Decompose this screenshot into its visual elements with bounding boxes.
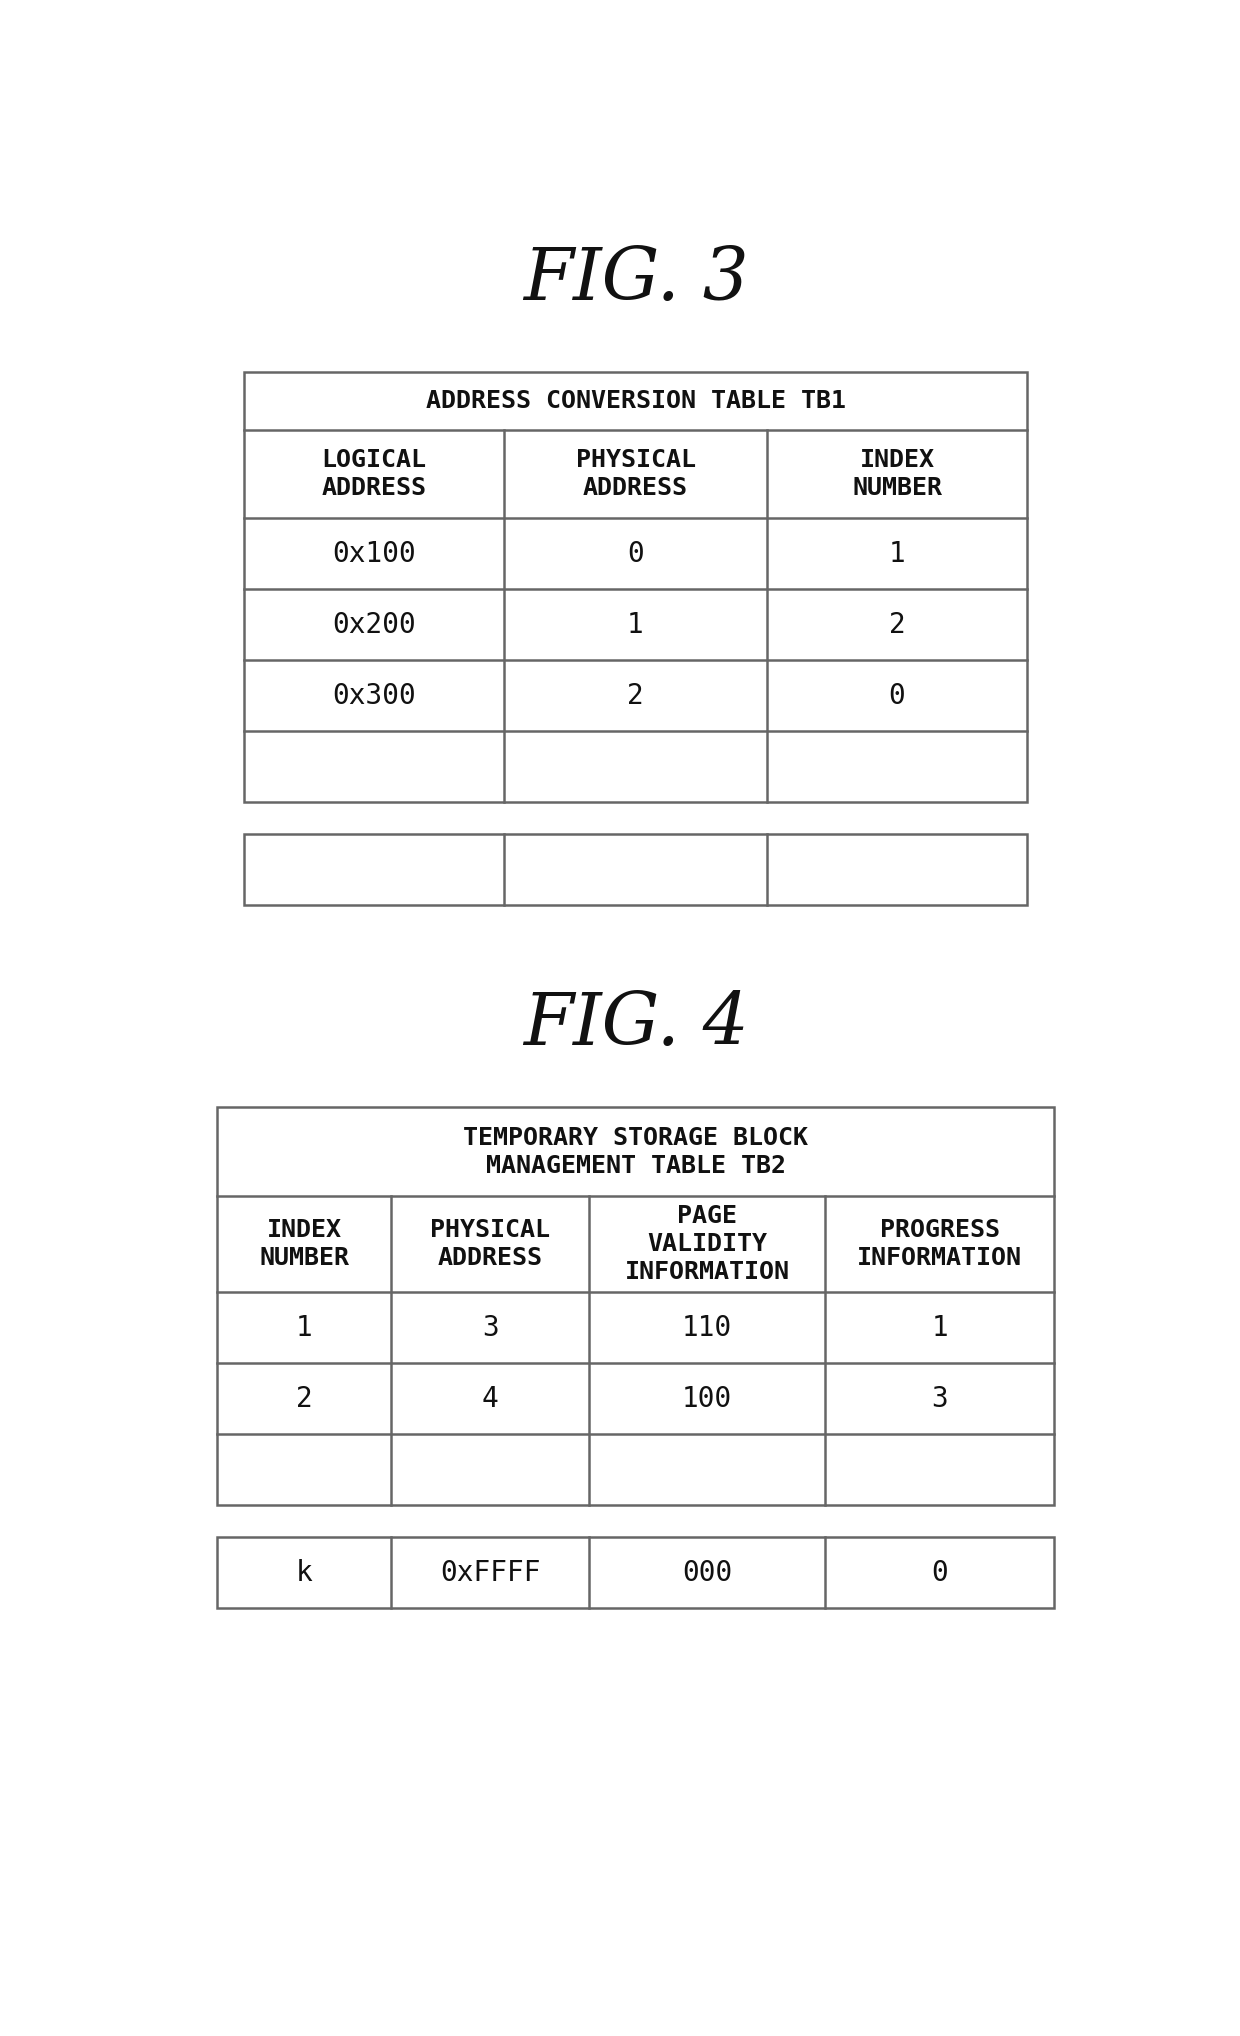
Text: 1: 1 (931, 1313, 949, 1342)
Text: TEMPORARY STORAGE BLOCK
MANAGEMENT TABLE TB2: TEMPORARY STORAGE BLOCK MANAGEMENT TABLE… (463, 1126, 808, 1177)
Text: k: k (296, 1560, 312, 1586)
Text: 100: 100 (682, 1384, 733, 1413)
Text: 0: 0 (627, 540, 644, 568)
Text: PHYSICAL
ADDRESS: PHYSICAL ADDRESS (430, 1218, 551, 1270)
Text: 1: 1 (889, 540, 905, 568)
Text: 0: 0 (931, 1560, 949, 1586)
Text: FIG. 4: FIG. 4 (522, 989, 749, 1061)
Bar (217, 1537, 1054, 1608)
Text: 2: 2 (889, 611, 905, 639)
Text: 2: 2 (627, 682, 644, 709)
Text: 3: 3 (482, 1313, 498, 1342)
Text: PAGE
VALIDITY
INFORMATION: PAGE VALIDITY INFORMATION (625, 1205, 790, 1285)
Text: 0x100: 0x100 (332, 540, 415, 568)
Text: 1: 1 (296, 1313, 312, 1342)
Text: FIG. 3: FIG. 3 (522, 244, 749, 316)
Bar (244, 373, 1027, 802)
Text: 1: 1 (627, 611, 644, 639)
Text: ADDRESS CONVERSION TABLE TB1: ADDRESS CONVERSION TABLE TB1 (425, 389, 846, 413)
Text: 3: 3 (931, 1384, 949, 1413)
Text: 0x300: 0x300 (332, 682, 415, 709)
Text: PHYSICAL
ADDRESS: PHYSICAL ADDRESS (575, 448, 696, 501)
Text: 000: 000 (682, 1560, 733, 1586)
Text: 110: 110 (682, 1313, 733, 1342)
Text: PROGRESS
INFORMATION: PROGRESS INFORMATION (857, 1218, 1022, 1270)
Text: 2: 2 (296, 1384, 312, 1413)
Bar (217, 1108, 1054, 1505)
Text: 0: 0 (889, 682, 905, 709)
Text: LOGICAL
ADDRESS: LOGICAL ADDRESS (321, 448, 427, 501)
Text: 0xFFFF: 0xFFFF (440, 1560, 541, 1586)
Text: 0x200: 0x200 (332, 611, 415, 639)
Bar (244, 835, 1027, 904)
Text: 4: 4 (482, 1384, 498, 1413)
Text: INDEX
NUMBER: INDEX NUMBER (259, 1218, 350, 1270)
Text: INDEX
NUMBER: INDEX NUMBER (852, 448, 942, 501)
